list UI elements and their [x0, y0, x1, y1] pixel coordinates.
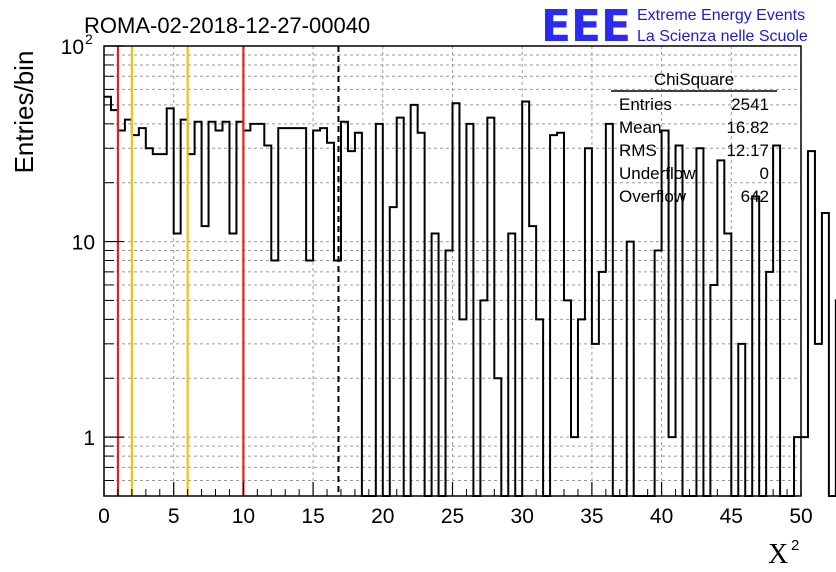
stats-label-overflow: Overflow — [619, 187, 687, 206]
histogram-bin — [550, 135, 557, 496]
x-tick-label: 35 — [580, 505, 603, 528]
histogram-bin — [146, 148, 153, 496]
histogram-bin — [222, 122, 229, 496]
histogram-bin — [808, 151, 815, 496]
histogram-bin — [167, 108, 174, 496]
stats-label-mean: Mean — [619, 118, 662, 137]
histogram-bin — [209, 122, 216, 496]
histogram-bin — [348, 151, 355, 496]
histogram-bin — [160, 154, 167, 496]
histogram-bin — [766, 272, 773, 496]
stats-title: ChiSquare — [654, 70, 734, 89]
histogram-bin — [487, 118, 494, 496]
x-tick-label: 5 — [168, 505, 180, 528]
histogram-bin — [257, 124, 264, 496]
x-tick-label: 50 — [789, 505, 812, 528]
histogram-bin — [822, 213, 829, 496]
y-axis-label: Entries/bin — [9, 51, 39, 174]
brand-line-1: Extreme Energy Events — [637, 7, 805, 24]
histogram-bin — [278, 128, 285, 496]
x-tick-label: 25 — [441, 505, 464, 528]
histogram-bin — [710, 285, 717, 496]
histogram-bin — [299, 128, 306, 496]
histogram-bin — [592, 344, 599, 496]
x-axis-ticks: 0 5 10 15 20 25 30 35 40 45 50 — [98, 482, 813, 528]
histogram-bin — [292, 128, 299, 496]
x-axis-label: X — [768, 539, 788, 570]
x-axis-label-superscript: 2 — [791, 537, 799, 554]
histogram-bin — [320, 128, 327, 496]
histogram-bin — [585, 148, 592, 496]
x-tick-label: 45 — [720, 505, 743, 528]
histogram-bin — [376, 124, 383, 496]
histogram-bin — [264, 145, 271, 496]
histogram-bin — [104, 97, 111, 496]
histogram-bin — [285, 128, 292, 496]
histogram-bin — [397, 118, 404, 496]
stats-value-overflow: 642 — [741, 187, 769, 206]
histogram-bin — [696, 148, 703, 496]
histogram-bin — [466, 124, 473, 496]
stats-value-rms: 12.17 — [726, 141, 769, 160]
histogram-bin — [174, 233, 181, 496]
histogram-bars — [104, 95, 836, 497]
stats-label-entries: Entries — [619, 95, 672, 114]
eee-logo: EEE — [541, 1, 631, 52]
x-tick-label: 10 — [232, 505, 255, 528]
histogram-bin — [432, 233, 439, 496]
histogram-bin — [459, 319, 466, 496]
x-tick-label: 0 — [98, 505, 110, 528]
histogram-bin — [564, 300, 571, 496]
histogram-bin — [216, 130, 223, 496]
stats-value-mean: 16.82 — [726, 118, 769, 137]
histogram-bin — [480, 300, 487, 496]
histogram-bin — [341, 122, 348, 496]
stats-box: ChiSquare Entries 2541 Mean 16.82 RMS 12… — [611, 70, 777, 206]
x-tick-label: 15 — [301, 505, 324, 528]
histogram-bin — [738, 344, 745, 496]
x-tick-label: 30 — [511, 505, 534, 528]
chart-title: ROMA-02-2018-12-27-00040 — [84, 13, 370, 38]
histogram-bin — [153, 154, 160, 496]
stats-label-rms: RMS — [619, 141, 657, 160]
histogram-bin — [202, 226, 209, 496]
y-tick-label: 10 — [72, 232, 95, 255]
histogram-bin — [599, 272, 606, 496]
histogram-bin — [418, 133, 425, 496]
y-tick-label: 10 — [61, 36, 84, 59]
x-tick-label: 20 — [371, 505, 394, 528]
histogram-bin — [508, 233, 515, 496]
stats-label-underflow: Underflow — [619, 164, 696, 183]
histogram-bin — [446, 251, 453, 496]
histogram-bin — [195, 122, 202, 496]
histogram-outline — [104, 95, 836, 497]
histogram-bin — [578, 319, 585, 496]
reference-lines — [116, 46, 340, 496]
histogram-bin — [139, 128, 146, 496]
histogram-bin — [655, 251, 662, 496]
histogram-bin — [662, 130, 669, 496]
histogram-bin — [773, 145, 780, 496]
histogram-bin — [355, 133, 362, 496]
histogram-bin — [627, 242, 634, 496]
histogram-bin — [557, 133, 564, 496]
histogram-bin — [529, 226, 536, 496]
y-tick-exponent: 2 — [85, 31, 93, 47]
histogram-bin — [815, 344, 822, 496]
histogram-bin — [250, 124, 257, 496]
histogram-bin — [229, 233, 236, 496]
stats-value-entries: 2541 — [731, 95, 769, 114]
x-tick-label: 40 — [650, 505, 673, 528]
histogram-bin — [724, 233, 731, 496]
y-tick-label: 1 — [83, 427, 95, 450]
histogram-bin — [313, 130, 320, 496]
histogram-bin — [536, 319, 543, 496]
histogram-bin — [606, 124, 613, 496]
histogram-bin — [801, 437, 808, 496]
stats-value-underflow: 0 — [760, 164, 769, 183]
brand-line-2: La Scienza nelle Scuole — [637, 28, 808, 45]
